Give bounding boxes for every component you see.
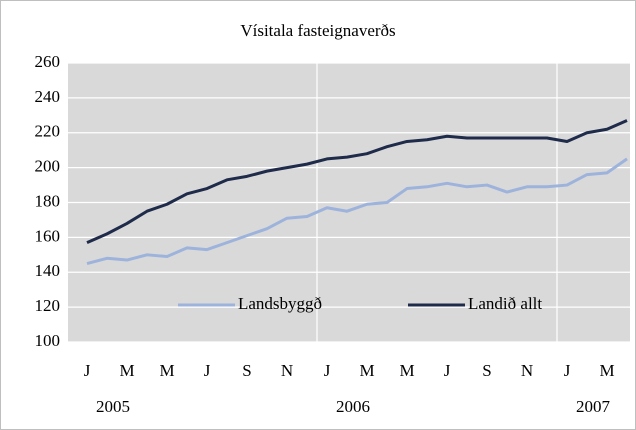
x-tick-label: N — [521, 361, 533, 380]
y-tick-label: 160 — [35, 226, 61, 245]
y-tick-label: 220 — [35, 122, 61, 141]
line-series — [86, 157, 628, 265]
x-tick-label: J — [444, 361, 451, 380]
line-series — [86, 119, 628, 244]
x-tick-label: M — [399, 361, 414, 380]
x-tick-label: M — [159, 361, 174, 380]
x-tick-label: S — [482, 361, 491, 380]
x-tick-label: M — [599, 361, 614, 380]
year-label: 2005 — [96, 397, 130, 416]
legend-label: Landið allt — [468, 294, 542, 313]
chart-title: Vísitala fasteignaverðs — [240, 21, 395, 40]
y-tick-label: 200 — [35, 157, 61, 176]
x-tick-label: N — [281, 361, 293, 380]
x-tick-label: S — [242, 361, 251, 380]
y-tick-label: 100 — [35, 331, 61, 350]
legend-label: Landsbyggð — [238, 294, 322, 313]
x-tick-label: J — [564, 361, 571, 380]
year-label: 2006 — [336, 397, 370, 416]
y-tick-label: 240 — [35, 87, 61, 106]
y-tick-label: 260 — [35, 52, 61, 71]
x-tick-label: J — [324, 361, 331, 380]
x-tick-label: M — [359, 361, 374, 380]
year-label: 2007 — [576, 397, 611, 416]
x-tick-label: M — [119, 361, 134, 380]
x-tick-label: J — [84, 361, 91, 380]
y-tick-label: 120 — [35, 296, 61, 315]
y-tick-label: 140 — [35, 261, 61, 280]
y-tick-label: 180 — [35, 191, 61, 210]
x-tick-label: J — [204, 361, 211, 380]
